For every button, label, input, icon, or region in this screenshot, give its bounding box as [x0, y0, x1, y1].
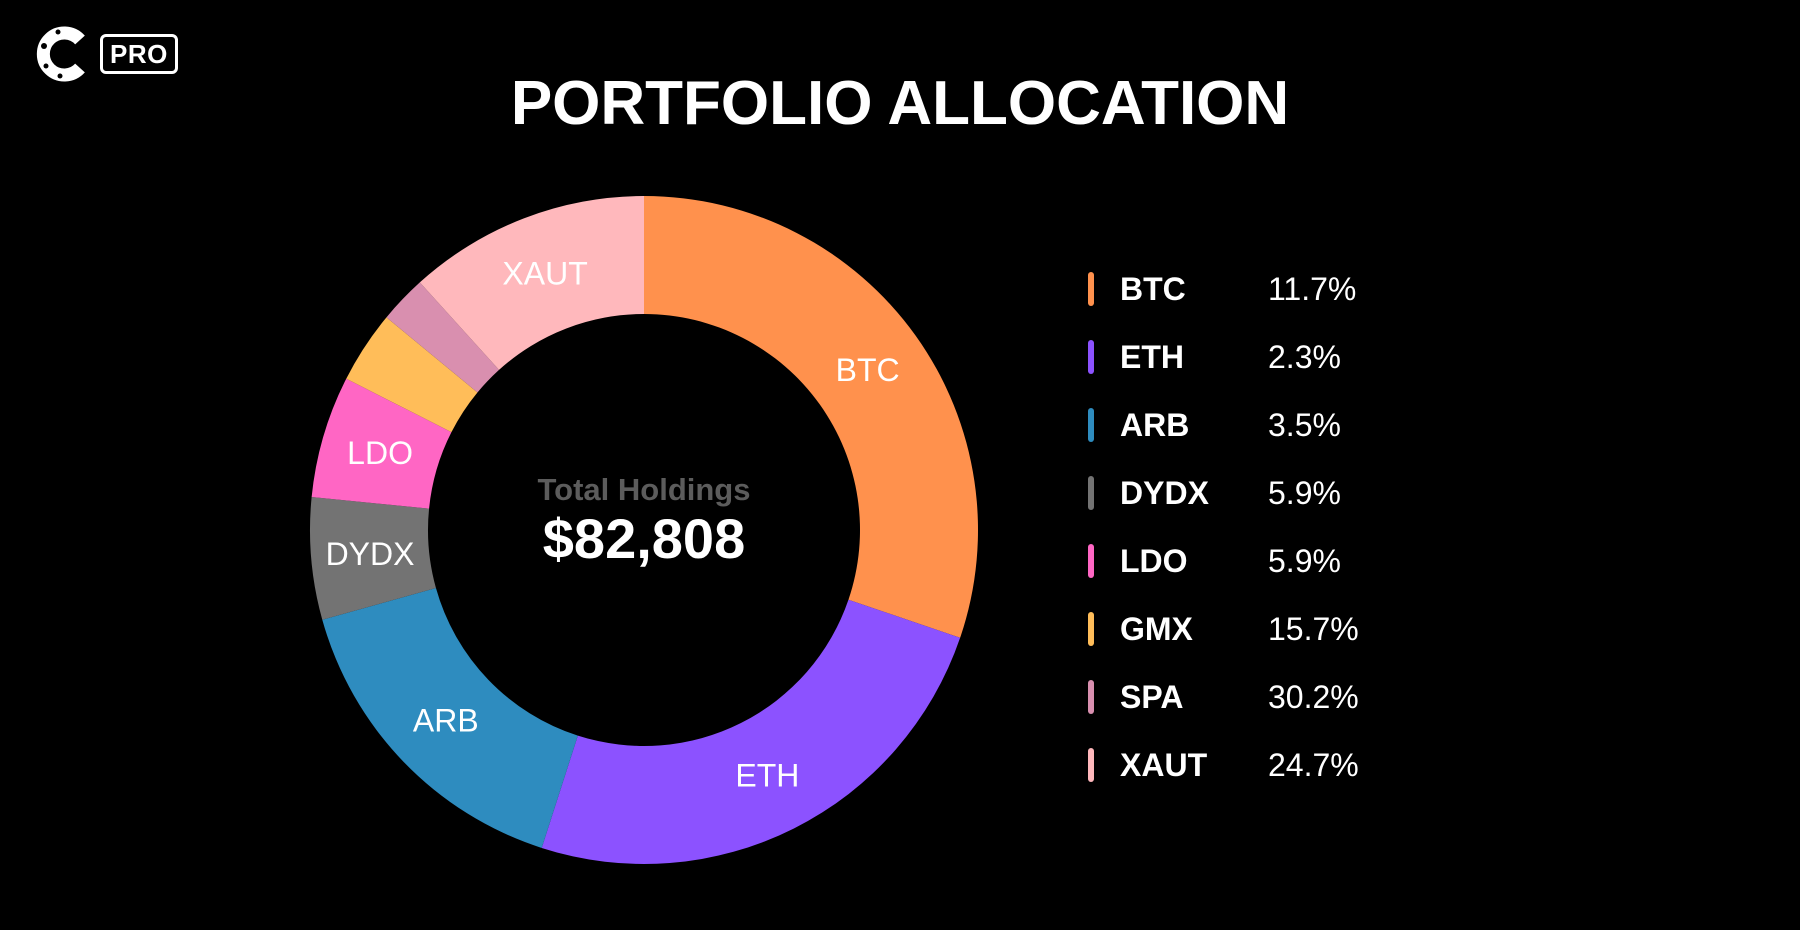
- legend-percent: 30.2%: [1268, 678, 1359, 715]
- legend-percent: 11.7%: [1268, 270, 1357, 307]
- slice-eth: [541, 599, 961, 865]
- legend-name: ETH: [1120, 338, 1184, 375]
- legend-percent: 2.3%: [1268, 338, 1341, 375]
- slice-label-xaut: XAUT: [502, 255, 587, 291]
- legend-swatch: [1088, 612, 1094, 646]
- legend-percent: 5.9%: [1268, 542, 1341, 579]
- legend-item-ldo: LDO 5.9%: [1088, 527, 1488, 595]
- slice-arb: [322, 588, 578, 848]
- slice-xaut: [419, 196, 644, 370]
- legend-percent: 3.5%: [1268, 406, 1341, 443]
- legend-percent: 5.9%: [1268, 474, 1341, 511]
- legend-swatch: [1088, 544, 1094, 578]
- legend-swatch: [1088, 476, 1094, 510]
- legend-item-arb: ARB 3.5%: [1088, 391, 1488, 459]
- legend-name: BTC: [1120, 270, 1186, 307]
- legend-swatch: [1088, 408, 1094, 442]
- brand-logo: PRO: [36, 26, 178, 82]
- legend-name: XAUT: [1120, 746, 1208, 783]
- total-holdings-label: Total Holdings: [538, 472, 751, 507]
- legend-name: SPA: [1120, 678, 1184, 715]
- legend-name: LDO: [1120, 542, 1188, 579]
- legend-swatch: [1088, 272, 1094, 306]
- slice-label-eth: ETH: [735, 758, 799, 794]
- total-holdings-value: $82,808: [543, 507, 745, 570]
- chart-legend: BTC 11.7% ETH 2.3% ARB 3.5% DYDX 5.9% LDO 5.9% GMX…: [1088, 255, 1488, 799]
- slice-spa: [386, 282, 500, 393]
- slice-gmx: [346, 317, 478, 433]
- legend-swatch: [1088, 680, 1094, 714]
- slice-btc: [644, 196, 978, 638]
- slice-dydx: [310, 496, 436, 620]
- legend-swatch: [1088, 340, 1094, 374]
- legend-name: ARB: [1120, 406, 1190, 443]
- legend-item-spa: SPA 30.2%: [1088, 663, 1488, 731]
- pro-badge: PRO: [100, 34, 178, 74]
- legend-name: DYDX: [1120, 474, 1209, 511]
- legend-swatch: [1088, 748, 1094, 782]
- slice-label-btc: BTC: [836, 352, 900, 388]
- legend-item-eth: ETH 2.3%: [1088, 323, 1488, 391]
- legend-name: GMX: [1120, 610, 1193, 647]
- slice-label-arb: ARB: [413, 703, 479, 739]
- legend-percent: 24.7%: [1268, 746, 1359, 783]
- c-brand-icon: [36, 26, 85, 82]
- legend-item-xaut: XAUT 24.7%: [1088, 731, 1488, 799]
- legend-item-btc: BTC 11.7%: [1088, 255, 1488, 323]
- page-title: PORTFOLIO ALLOCATION: [510, 69, 1290, 138]
- slice-label-ldo: LDO: [347, 435, 413, 471]
- slice-ldo: [311, 378, 452, 509]
- legend-item-gmx: GMX 15.7%: [1088, 595, 1488, 663]
- legend-percent: 15.7%: [1268, 610, 1359, 647]
- slice-label-dydx: DYDX: [326, 536, 415, 572]
- legend-item-dydx: DYDX 5.9%: [1088, 459, 1488, 527]
